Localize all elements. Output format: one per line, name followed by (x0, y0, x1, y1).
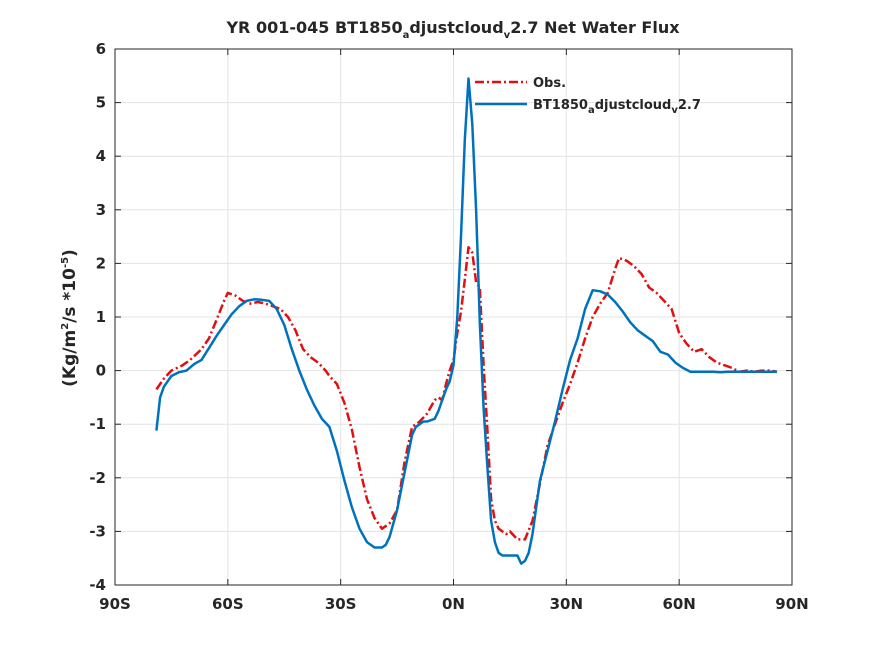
legend: Obs. BT1850adjustcloudv2.7 (475, 76, 701, 116)
series-lines (155, 77, 778, 565)
x-tick-label: 60S (212, 595, 244, 613)
y-tick-label: -2 (89, 469, 106, 487)
x-tick-label: 0N (442, 595, 465, 613)
y-axis-label: (Kg/m2/s *10-5) (60, 249, 80, 387)
y-tick-label: 1 (96, 308, 106, 326)
y-tick-label: 3 (96, 201, 106, 219)
y-tick-label: 0 (96, 362, 106, 380)
y-tick-label: 5 (96, 94, 106, 112)
y-tick-label: 4 (96, 147, 106, 165)
x-tick-label: 30N (550, 595, 583, 613)
y-tick-label: -3 (89, 522, 106, 540)
chart-title: YR 001-045 BT1850adjustcloudv2.7 Net Wat… (225, 18, 680, 41)
axis-ticks: 90S 60S 30S 0N 30N 60N 90N -4 -3 -2 -1 0 1 2 3 4 5 6 (89, 40, 808, 613)
legend-label: BT1850adjustcloudv2.7 (533, 98, 701, 116)
x-tick-label: 90N (775, 595, 808, 613)
y-tick-label: 6 (96, 40, 106, 58)
y-tick-label: 2 (96, 254, 106, 272)
y-tick-label: -1 (89, 415, 106, 433)
x-tick-label: 30S (325, 595, 357, 613)
legend-label: Obs. (533, 76, 566, 91)
x-tick-label: 90S (99, 595, 131, 613)
y-tick-label: -4 (89, 576, 106, 594)
x-tick-label: 60N (662, 595, 695, 613)
series-line (155, 77, 777, 565)
